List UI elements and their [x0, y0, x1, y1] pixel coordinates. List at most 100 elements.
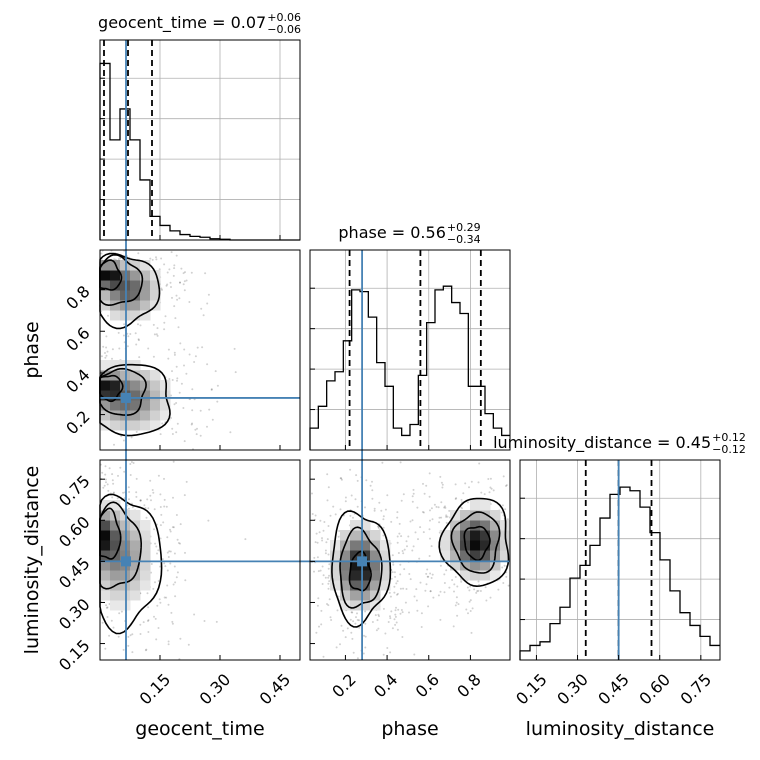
- sample-point: [397, 608, 400, 611]
- sample-point: [173, 353, 176, 356]
- sample-point: [128, 491, 131, 493]
- sample-point: [106, 616, 109, 618]
- density-cell: [480, 530, 491, 541]
- sample-point: [324, 576, 327, 579]
- sample-point: [211, 418, 214, 421]
- sample-point: [371, 621, 374, 623]
- sample-point: [316, 604, 319, 607]
- sample-point: [417, 538, 419, 541]
- sample-point: [428, 495, 431, 498]
- sample-point: [337, 595, 340, 598]
- sample-point: [371, 489, 374, 492]
- sample-point: [315, 631, 318, 634]
- sample-point: [466, 501, 469, 504]
- sample-point: [184, 579, 187, 582]
- density-cell: [490, 510, 501, 521]
- x-tick-label: 0.15: [512, 670, 551, 709]
- sample-point: [497, 588, 500, 591]
- sample-point: [332, 505, 335, 508]
- sample-point: [487, 478, 490, 480]
- sample-point: [321, 539, 324, 542]
- density-cell: [480, 570, 491, 581]
- sample-point: [176, 379, 178, 382]
- sample-point: [138, 356, 141, 359]
- sample-point: [176, 571, 179, 574]
- sample-point: [429, 590, 432, 593]
- sample-point: [134, 332, 137, 335]
- sample-point: [158, 268, 161, 271]
- sample-point: [409, 520, 412, 523]
- sample-point: [126, 345, 129, 348]
- sample-point: [191, 409, 194, 412]
- panel-frame-2-0: [99, 459, 301, 661]
- sample-point: [123, 470, 126, 473]
- sample-point: [394, 613, 397, 616]
- density-cell: [360, 580, 371, 591]
- density-cell: [470, 500, 481, 511]
- contour-line: [463, 525, 491, 562]
- x-tick-label: 0.2: [328, 670, 359, 701]
- sample-point: [144, 507, 147, 509]
- density-cell: [450, 540, 461, 551]
- sample-point: [318, 625, 320, 628]
- density-cell: [100, 590, 111, 601]
- sample-point: [196, 427, 198, 430]
- sample-point: [364, 610, 367, 613]
- sample-point: [388, 591, 391, 594]
- sample-point: [393, 571, 396, 574]
- sample-point: [152, 355, 155, 358]
- density-cell: [490, 530, 501, 541]
- sample-point: [179, 637, 182, 640]
- sample-point: [104, 356, 107, 359]
- sample-point: [477, 580, 480, 583]
- sample-point: [327, 567, 330, 570]
- x-tick-label: 0.30: [196, 670, 235, 709]
- sample-point: [453, 583, 456, 586]
- sample-point: [429, 572, 432, 575]
- sample-point: [122, 334, 125, 337]
- sample-point: [411, 500, 414, 503]
- sample-point: [400, 535, 403, 538]
- density-cell: [100, 390, 111, 401]
- sample-point: [443, 582, 446, 584]
- density-cell: [140, 270, 151, 281]
- sample-point: [335, 646, 338, 649]
- density-cell: [460, 510, 471, 521]
- density-cell: [110, 400, 121, 411]
- sample-point: [338, 530, 341, 532]
- sample-point: [105, 604, 108, 607]
- sample-point: [112, 626, 115, 629]
- sample-point: [149, 479, 152, 482]
- sample-point: [316, 556, 319, 559]
- sample-point: [206, 425, 208, 428]
- sample-point: [317, 597, 320, 600]
- sample-point: [326, 538, 329, 541]
- density-cell: [340, 550, 351, 561]
- sample-point: [467, 612, 469, 615]
- sample-point: [204, 272, 207, 275]
- density-cell: [440, 540, 451, 551]
- density-cell: [110, 360, 121, 371]
- sample-point: [122, 491, 125, 494]
- sample-point: [214, 370, 217, 373]
- sample-point: [157, 474, 160, 477]
- sample-point: [159, 524, 162, 527]
- density-cell: [140, 280, 151, 291]
- sample-point: [103, 484, 106, 487]
- sample-point: [183, 440, 186, 443]
- sample-point: [102, 345, 105, 348]
- sample-point: [396, 593, 398, 596]
- density-cell: [130, 560, 141, 571]
- sample-point: [364, 646, 367, 649]
- sample-point: [113, 258, 116, 261]
- sample-point: [139, 499, 142, 502]
- density-cell: [470, 560, 481, 571]
- sample-point: [325, 541, 328, 544]
- density-cell: [110, 560, 121, 571]
- density-cell: [340, 570, 351, 581]
- sample-point: [382, 653, 385, 656]
- sample-point: [131, 633, 134, 636]
- sample-point: [356, 612, 358, 615]
- density-cell: [150, 290, 161, 301]
- density-cell: [140, 550, 151, 561]
